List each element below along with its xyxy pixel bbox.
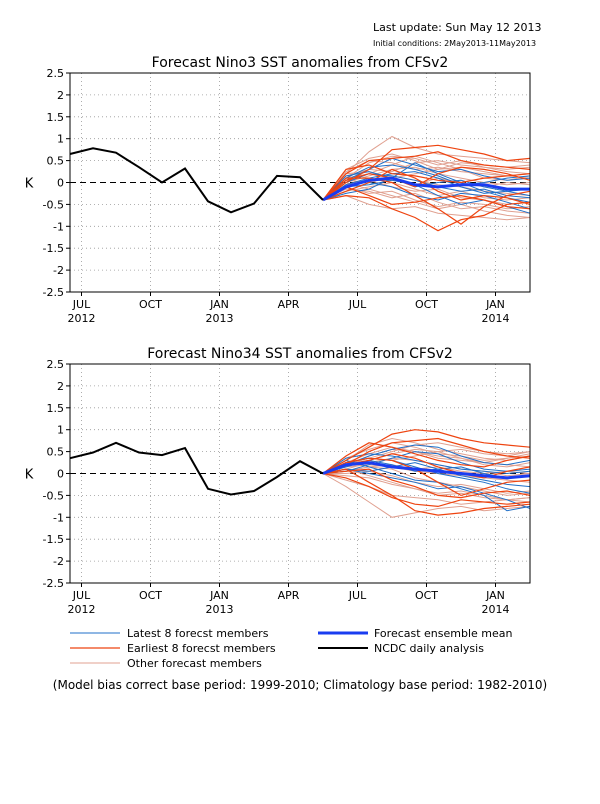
x-tick-label: JUL	[72, 589, 91, 602]
y-tick-label: -1.5	[43, 533, 64, 546]
other-member-line	[322, 473, 531, 518]
y-tick-label: 2.5	[47, 358, 65, 371]
y-tick-label: 2	[57, 380, 64, 393]
y-tick-label: -2	[53, 264, 64, 277]
x-year-label: 2012	[68, 603, 96, 616]
earliest-member-line	[322, 194, 531, 232]
latest-member-line	[322, 164, 531, 201]
y-tick-label: -1.5	[43, 242, 64, 255]
earliest-member-line	[322, 457, 531, 497]
y-tick-label: 2	[57, 89, 64, 102]
other-member-line	[322, 153, 531, 201]
x-year-label: 2013	[206, 312, 234, 325]
other-member-line	[322, 135, 531, 201]
footnote: (Model bias correct base period: 1999-20…	[53, 678, 547, 692]
latest-member-line	[322, 451, 531, 474]
latest-member-line	[322, 468, 531, 509]
other-member-line	[322, 195, 531, 221]
earliest-member-line	[322, 164, 531, 201]
ensemble-mean-line	[322, 461, 531, 480]
other-member-line	[322, 166, 531, 201]
earliest-member-line	[322, 144, 531, 201]
earliest-member-line	[322, 429, 531, 475]
y-axis-label: K	[25, 468, 34, 483]
x-year-label: 2013	[206, 603, 234, 616]
y-tick-label: 1.5	[47, 111, 65, 124]
x-tick-label: OCT	[415, 589, 438, 602]
x-year-label: 2014	[482, 312, 510, 325]
earliest-member-line	[322, 468, 531, 499]
other-member-line	[322, 442, 531, 474]
x-tick-label: JUL	[348, 298, 367, 311]
other-member-line	[322, 186, 531, 210]
x-tick-label: OCT	[139, 589, 162, 602]
x-tick-label: APR	[278, 298, 300, 311]
x-tick-label: JAN	[485, 589, 505, 602]
y-tick-label: 0	[57, 177, 64, 190]
x-tick-label: JAN	[209, 298, 229, 311]
plot-frame	[69, 72, 531, 293]
y-tick-label: 0	[57, 468, 64, 481]
plot-frame	[69, 363, 531, 584]
legend-mean-label: Forecast ensemble mean	[374, 627, 513, 640]
x-year-label: 2014	[482, 603, 510, 616]
y-tick-label: 1.5	[47, 402, 65, 415]
ensemble-mean-line	[322, 176, 530, 202]
chart-title: Forecast Nino3 SST anomalies from CFSv2	[152, 55, 449, 71]
x-year-label: 2012	[68, 312, 96, 325]
x-tick-label: OCT	[139, 298, 162, 311]
earliest-member-line	[322, 472, 531, 508]
y-tick-label: 1	[57, 133, 64, 146]
x-tick-label: JAN	[209, 589, 229, 602]
observed-line	[69, 441, 324, 496]
earliest-member-line	[322, 468, 531, 516]
x-tick-label: JAN	[485, 298, 505, 311]
earliest-member-line	[322, 437, 531, 475]
nino34-panel: Forecast Nino34 SST anomalies from CFSv2…	[25, 346, 531, 616]
other-member-line	[322, 473, 531, 505]
y-tick-label: -2.5	[43, 286, 64, 299]
x-tick-label: APR	[278, 589, 300, 602]
nino3-panel: Forecast Nino3 SST anomalies from CFSv2 K…	[25, 55, 531, 325]
y-axis-label: K	[25, 177, 34, 192]
y-tick-label: -1	[53, 220, 64, 233]
earliest-member-line	[322, 177, 531, 225]
y-tick-label: -2.5	[43, 577, 64, 590]
legend-earliest-label: Earliest 8 forecst members	[127, 642, 276, 655]
earliest-member-line	[322, 166, 531, 201]
earliest-member-line	[322, 442, 531, 474]
observed-line	[69, 147, 324, 214]
y-tick-label: -1	[53, 511, 64, 524]
y-tick-label: 0.5	[47, 446, 65, 459]
latest-member-line	[322, 171, 531, 201]
x-tick-label: OCT	[415, 298, 438, 311]
last-update-text: Last update: Sun May 12 2013	[373, 21, 542, 34]
y-tick-label: 0.5	[47, 155, 65, 168]
chart-title: Forecast Nino34 SST anomalies from CFSv2	[147, 346, 453, 362]
other-member-line	[322, 464, 531, 483]
y-tick-label: 2.5	[47, 67, 65, 80]
legend: Latest 8 forecst members Earliest 8 fore…	[70, 627, 513, 670]
y-tick-label: -0.5	[43, 489, 64, 502]
initial-conditions-text: Initial conditions: 2May2013-11May2013	[373, 39, 536, 48]
y-tick-label: 1	[57, 424, 64, 437]
x-tick-label: JUL	[72, 298, 91, 311]
other-member-line	[322, 468, 531, 503]
legend-ncdc-label: NCDC daily analysis	[374, 642, 484, 655]
legend-other-label: Other forecast members	[127, 657, 262, 670]
y-tick-label: -2	[53, 555, 64, 568]
y-tick-label: -0.5	[43, 198, 64, 211]
x-tick-label: JUL	[348, 589, 367, 602]
earliest-member-line	[322, 186, 531, 210]
legend-latest-label: Latest 8 forecst members	[127, 627, 269, 640]
